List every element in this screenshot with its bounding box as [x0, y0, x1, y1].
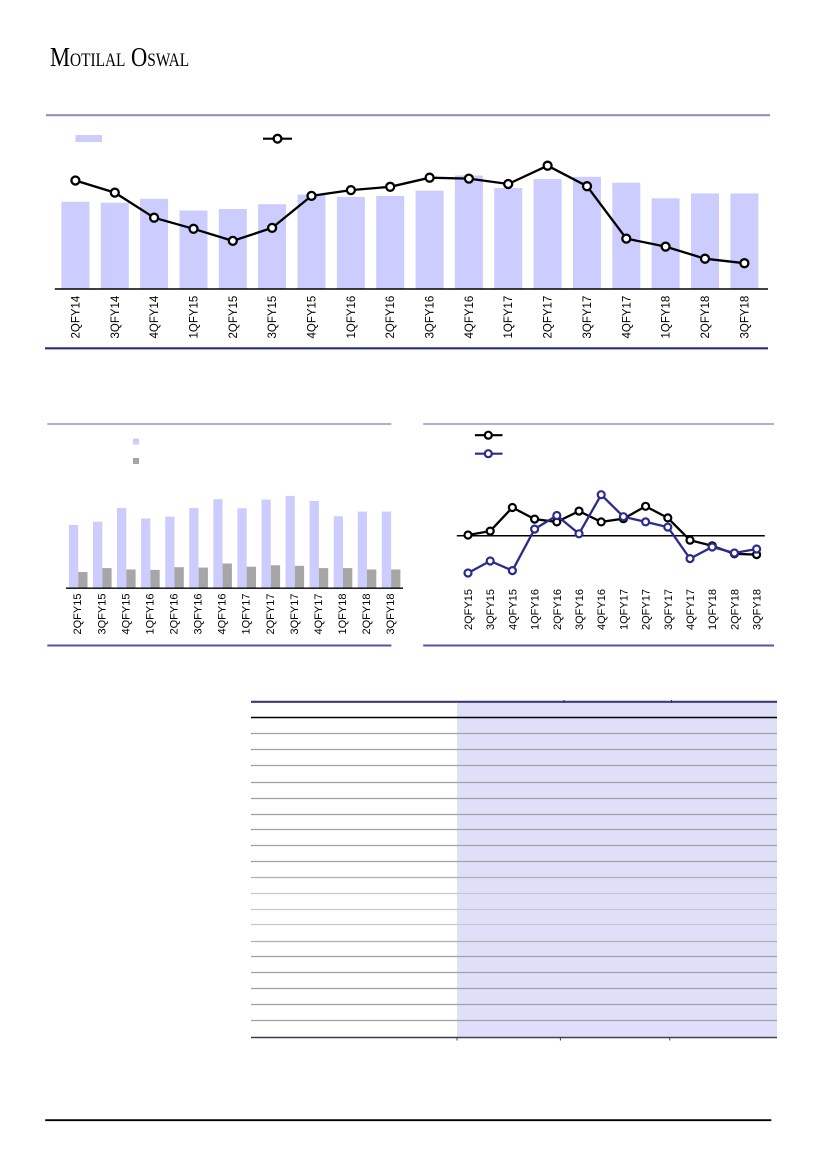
svg-text:1QFY17: 1QFY17 — [241, 594, 253, 635]
svg-text:2QFY14: 2QFY14 — [70, 295, 82, 338]
svg-text:1QFY16: 1QFY16 — [144, 594, 156, 635]
svg-text:1QFY18: 1QFY18 — [661, 296, 673, 339]
svg-text:2QFY18: 2QFY18 — [729, 589, 741, 630]
svg-text:1QFY15: 1QFY15 — [189, 296, 201, 339]
svg-text:3QFY15: 3QFY15 — [267, 296, 279, 339]
svg-text:3QFY17: 3QFY17 — [582, 296, 594, 339]
svg-text:4QFY15: 4QFY15 — [120, 594, 132, 635]
svg-text:1QFY16: 1QFY16 — [530, 589, 542, 630]
svg-text:1QFY17: 1QFY17 — [503, 296, 515, 339]
svg-text:4QFY15: 4QFY15 — [307, 296, 319, 339]
svg-text:2QFY15: 2QFY15 — [228, 296, 240, 339]
svg-text:2QFY16: 2QFY16 — [385, 296, 397, 339]
svg-text:3QFY16: 3QFY16 — [425, 296, 437, 339]
svg-text:2QFY18: 2QFY18 — [700, 296, 712, 339]
svg-text:1QFY18: 1QFY18 — [707, 589, 719, 630]
svg-text:4QFY16: 4QFY16 — [596, 589, 608, 630]
svg-text:4QFY16: 4QFY16 — [464, 296, 476, 339]
svg-text:4QFY17: 4QFY17 — [313, 594, 325, 635]
svg-text:2QFY15: 2QFY15 — [463, 589, 475, 630]
svg-text:3QFY15: 3QFY15 — [96, 594, 108, 635]
svg-text:3QFY14: 3QFY14 — [110, 295, 122, 338]
svg-text:Motilal Oswal: Motilal Oswal — [50, 43, 189, 72]
svg-text:1QFY17: 1QFY17 — [618, 589, 630, 630]
svg-text:2QFY17: 2QFY17 — [543, 296, 555, 339]
svg-text:3QFY17: 3QFY17 — [663, 589, 675, 630]
svg-text:2QFY15: 2QFY15 — [72, 594, 84, 635]
svg-text:2QFY16: 2QFY16 — [169, 594, 181, 635]
svg-text:4QFY15: 4QFY15 — [507, 589, 519, 630]
svg-text:3QFY18: 3QFY18 — [739, 296, 751, 339]
svg-text:4QFY17: 4QFY17 — [621, 296, 633, 339]
svg-text:4QFY16: 4QFY16 — [217, 594, 229, 635]
svg-text:2QFY18: 2QFY18 — [361, 594, 373, 635]
svg-text:2QFY16: 2QFY16 — [552, 589, 564, 630]
svg-text:3QFY17: 3QFY17 — [289, 594, 301, 635]
svg-text:3QFY18: 3QFY18 — [752, 589, 764, 630]
svg-text:4QFY17: 4QFY17 — [685, 589, 697, 630]
svg-text:4QFY14: 4QFY14 — [149, 295, 161, 338]
svg-text:1QFY18: 1QFY18 — [337, 594, 349, 635]
svg-text:1QFY16: 1QFY16 — [346, 296, 358, 339]
svg-text:3QFY16: 3QFY16 — [193, 594, 205, 635]
svg-text:2QFY17: 2QFY17 — [641, 589, 653, 630]
svg-text:3QFY15: 3QFY15 — [485, 589, 497, 630]
svg-text:2QFY17: 2QFY17 — [265, 594, 277, 635]
svg-text:3QFY18: 3QFY18 — [385, 594, 397, 635]
svg-text:3QFY16: 3QFY16 — [574, 589, 586, 630]
